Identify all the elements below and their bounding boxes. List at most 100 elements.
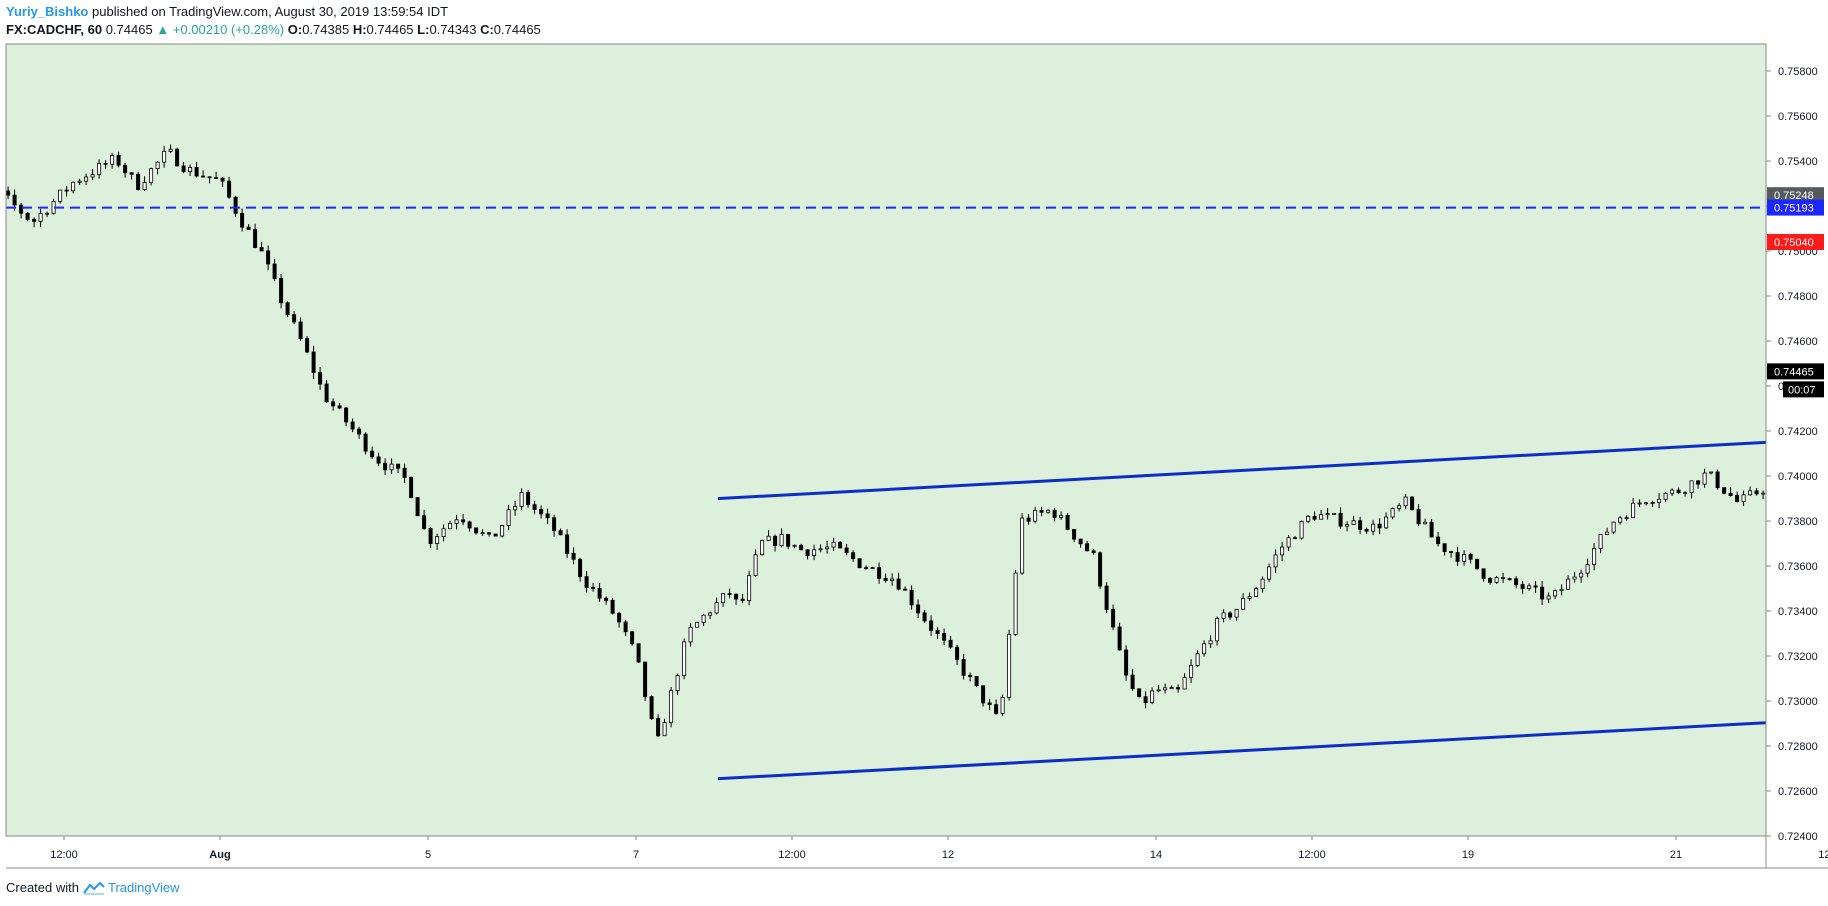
candle-body [1741,494,1746,502]
candle-body [129,172,134,175]
candle-body [805,549,810,556]
candle-body [844,547,849,554]
candle-body [1234,608,1239,618]
candle-body [337,405,342,409]
candle-body [194,167,199,177]
candle-body [376,456,381,464]
candle [734,593,739,605]
x-tick: 21 [1670,836,1682,861]
candle-body [838,541,843,549]
candle [1241,593,1246,610]
candle-body [1657,498,1662,503]
candle-body [734,593,739,600]
candlestick-series [6,144,1823,737]
candle [461,514,466,526]
candle-body [116,155,121,166]
y-tick-label: 0.72600 [1778,786,1818,798]
candle-body [1091,550,1096,554]
candle-body [662,722,667,737]
candle-body [441,528,446,537]
candle [435,533,440,550]
candle [331,398,336,411]
candle [1761,490,1766,499]
candle-body [1221,612,1226,619]
candle-body [773,535,778,547]
candle-body [1169,687,1174,689]
candle-body [1611,521,1616,533]
candle-body [1286,537,1291,548]
candle [272,259,277,282]
time-axis[interactable]: 12:00Aug5712:00121412:00192112:00262812:… [50,836,1828,861]
candle-body [136,173,141,190]
candle [753,549,758,577]
candle [1683,491,1688,497]
candle [175,147,180,167]
y-tick-label: 0.73400 [1778,606,1818,618]
candle-body [1039,510,1044,513]
candle-body [1000,697,1005,714]
candle [1559,584,1564,596]
candle-body [1533,585,1538,588]
x-tick: 12:00 [50,836,78,861]
candle-body [799,544,804,551]
candle-body [1514,578,1519,585]
candle-body [591,586,596,589]
candle [1462,550,1467,566]
candle [591,582,596,592]
candle-body [461,519,466,523]
candle [818,544,823,553]
candle [604,596,609,605]
candle-body [1065,515,1070,530]
candle-body [1520,584,1525,589]
candle-body [1618,517,1623,523]
candle [1592,543,1597,571]
y-tick-label: 0.75800 [1778,66,1818,78]
candle-body [454,519,459,524]
candle [987,698,992,711]
candle-body [961,659,966,676]
price-label-text: 0.75248 [1774,190,1814,202]
candle-body [1228,612,1233,618]
candle [1416,504,1421,526]
author-link[interactable]: Yuriy_Bishko [6,4,89,19]
candle-body [1293,537,1298,540]
candle [688,622,693,647]
candle-body [1384,516,1389,529]
candle [246,224,251,230]
y-tick: 0.73200 [1766,651,1818,663]
candle-body [1013,572,1018,635]
candle [58,189,63,204]
publish-line: Yuriy_Bishko published on TradingView.co… [6,4,541,20]
candle [467,520,472,532]
candle [1273,549,1278,573]
plot-area[interactable] [6,44,1766,836]
candle-body [1650,502,1655,504]
candle-body [1481,568,1486,579]
candle-body [214,177,219,180]
candle [1286,535,1291,552]
tradingview-brand-link[interactable]: TradingView [107,880,180,895]
y-tick: 0.75800 [1766,66,1818,78]
price-label-text: 0.74465 [1774,366,1814,378]
candle [480,529,485,536]
candle-body [1494,577,1499,583]
candle [519,488,524,511]
candle [838,541,843,549]
candle [1325,507,1330,520]
symbol-label[interactable]: FX:CADCHF, 60 [6,22,103,37]
candle [1150,687,1155,705]
candle [799,543,804,551]
candle-body [1111,609,1116,628]
candle-body [526,492,531,506]
candle [1676,487,1681,494]
candle [45,211,50,217]
candle-body [279,278,284,304]
candle-body [110,155,115,165]
candle-body [1820,468,1823,475]
candle-body [32,218,37,222]
candle [760,539,765,556]
candle [1189,659,1194,683]
price-axis[interactable]: 0.758000.756000.754000.752000.750000.748… [1766,66,1818,843]
candle [870,566,875,570]
